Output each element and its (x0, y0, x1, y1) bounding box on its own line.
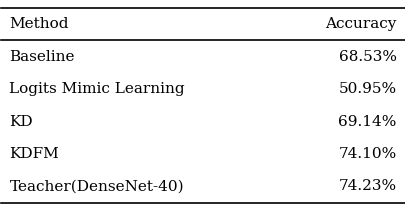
Text: Logits Mimic Learning: Logits Mimic Learning (9, 82, 185, 96)
Text: 50.95%: 50.95% (338, 82, 396, 96)
Text: 69.14%: 69.14% (337, 115, 396, 129)
Text: 74.10%: 74.10% (337, 147, 396, 161)
Text: Teacher(DenseNet-40): Teacher(DenseNet-40) (9, 179, 183, 193)
Text: Accuracy: Accuracy (324, 17, 396, 31)
Text: KDFM: KDFM (9, 147, 59, 161)
Text: Method: Method (9, 17, 69, 31)
Text: KD: KD (9, 115, 33, 129)
Text: 74.23%: 74.23% (338, 179, 396, 193)
Text: Baseline: Baseline (9, 50, 75, 64)
Text: 68.53%: 68.53% (338, 50, 396, 64)
